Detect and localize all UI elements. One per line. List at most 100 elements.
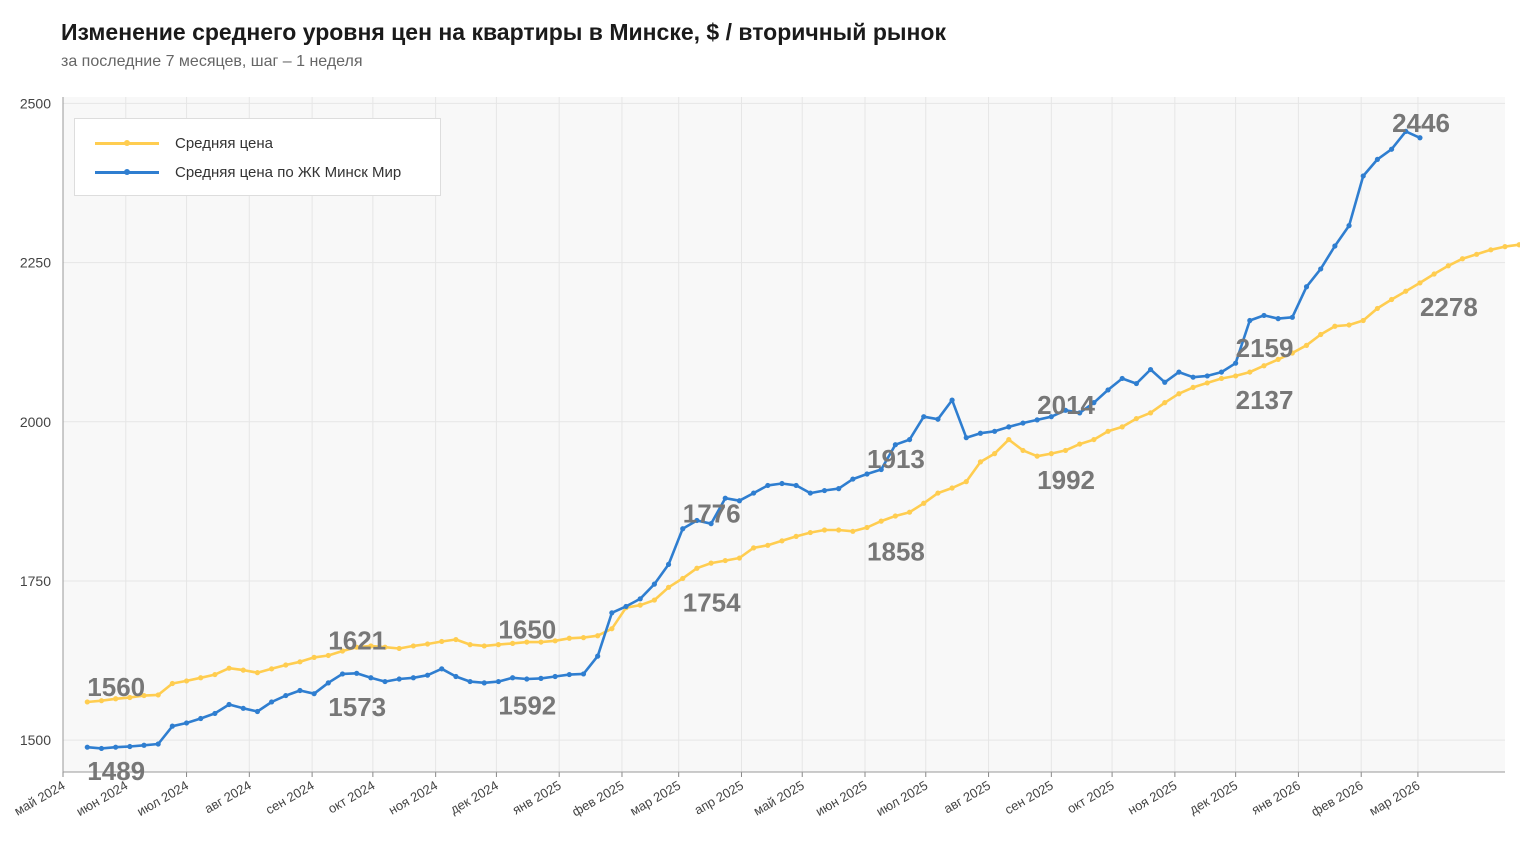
point-series-0 — [1346, 322, 1352, 328]
point-series-1 — [935, 416, 941, 422]
x-tick-label: мар 2026 — [1366, 778, 1422, 819]
point-series-0 — [368, 643, 374, 649]
data-label: 1754 — [683, 587, 741, 617]
point-series-1 — [98, 745, 105, 752]
chart-subtitle: за последние 7 месяцев, шаг – 1 неделя — [61, 53, 363, 70]
point-series-0 — [1318, 331, 1324, 338]
point-series-0 — [1360, 317, 1366, 324]
point-series-0 — [1020, 447, 1026, 454]
point-series-0 — [538, 639, 544, 645]
x-tick-label: ноя 2025 — [1125, 778, 1179, 818]
point-series-1 — [1403, 128, 1409, 134]
point-series-0 — [354, 644, 360, 650]
point-series-1 — [637, 596, 643, 602]
point-series-0 — [949, 485, 955, 491]
point-series-0 — [836, 527, 842, 533]
point-series-0 — [1091, 436, 1097, 443]
y-tick-label: 1750 — [20, 573, 51, 589]
point-series-0 — [850, 528, 856, 534]
legend: Средняя цена Средняя цена по ЖК Минск Ми… — [74, 118, 441, 196]
point-series-0 — [212, 671, 218, 678]
point-series-1 — [665, 561, 672, 568]
point-series-0 — [680, 575, 686, 582]
point-series-0 — [963, 479, 969, 485]
point-series-0 — [495, 642, 502, 648]
point-series-0 — [269, 666, 275, 672]
x-tick-label: май 2024 — [12, 778, 68, 819]
point-series-0 — [751, 545, 757, 551]
point-series-0 — [651, 597, 657, 603]
data-label: 1489 — [87, 756, 145, 786]
point-series-1 — [751, 490, 757, 496]
point-series-1 — [1247, 317, 1253, 324]
y-tick-label: 1500 — [20, 732, 51, 748]
point-series-1 — [1133, 380, 1139, 387]
point-series-1 — [1374, 156, 1381, 163]
point-series-0 — [1006, 436, 1012, 443]
data-label: 2137 — [1236, 385, 1294, 415]
point-series-0 — [736, 555, 743, 561]
point-series-1 — [1162, 379, 1168, 385]
y-tick-label: 2000 — [20, 414, 51, 430]
point-series-0 — [396, 645, 402, 652]
point-series-1 — [836, 486, 842, 492]
legend-item-average[interactable]: Средняя цена — [95, 133, 273, 153]
point-series-1 — [708, 521, 714, 527]
point-series-0 — [1403, 288, 1409, 294]
y-tick-label: 2250 — [20, 255, 51, 271]
point-series-1 — [495, 678, 502, 685]
point-series-1 — [240, 705, 246, 711]
point-series-0 — [779, 538, 785, 544]
point-series-1 — [1388, 146, 1395, 152]
legend-item-minsk-mir[interactable]: Средняя цена по ЖК Минск Мир — [95, 162, 401, 182]
point-series-0 — [169, 680, 175, 687]
data-label: 2278 — [1420, 292, 1478, 322]
point-series-0 — [1388, 296, 1395, 303]
point-series-0 — [198, 675, 204, 681]
point-series-0 — [1119, 424, 1125, 430]
y-tick-label: 2500 — [20, 95, 51, 111]
data-label: 1560 — [87, 672, 145, 702]
point-series-0 — [1218, 375, 1225, 382]
point-series-1 — [226, 701, 232, 708]
point-series-0 — [1162, 400, 1168, 406]
point-series-1 — [84, 744, 90, 750]
point-series-1 — [155, 741, 161, 747]
point-series-0 — [1261, 363, 1267, 369]
point-series-0 — [1459, 256, 1466, 262]
point-series-1 — [1275, 316, 1281, 322]
point-series-0 — [1062, 447, 1069, 454]
point-series-1 — [651, 581, 657, 587]
point-series-1 — [1332, 243, 1338, 249]
point-series-1 — [623, 603, 629, 610]
point-series-1 — [892, 442, 898, 448]
point-series-0 — [1516, 242, 1520, 248]
point-series-0 — [524, 639, 530, 645]
point-series-1 — [779, 480, 785, 487]
point-series-1 — [510, 675, 516, 681]
point-series-1 — [1077, 410, 1083, 416]
point-series-1 — [212, 710, 218, 717]
x-tick-label: ноя 2024 — [386, 778, 440, 818]
x-tick-label: фев 2025 — [569, 778, 626, 820]
data-label: 1913 — [867, 444, 925, 474]
point-series-0 — [1133, 415, 1139, 422]
point-series-0 — [1332, 323, 1338, 329]
plot-background — [63, 97, 1505, 772]
x-tick-label: мар 2025 — [627, 778, 683, 819]
point-series-0 — [793, 533, 799, 539]
point-series-0 — [467, 642, 473, 648]
point-series-0 — [127, 694, 133, 701]
legend-label-average: Средняя цена — [175, 134, 274, 152]
point-series-0 — [708, 560, 714, 566]
data-label: 2159 — [1236, 333, 1294, 363]
point-series-0 — [254, 670, 261, 676]
point-series-0 — [906, 509, 913, 515]
point-series-0 — [992, 451, 998, 457]
point-series-0 — [1431, 271, 1437, 277]
point-series-1 — [141, 742, 147, 748]
point-series-1 — [1204, 373, 1210, 379]
series-lines — [84, 128, 1520, 752]
data-label: 1573 — [328, 692, 386, 722]
